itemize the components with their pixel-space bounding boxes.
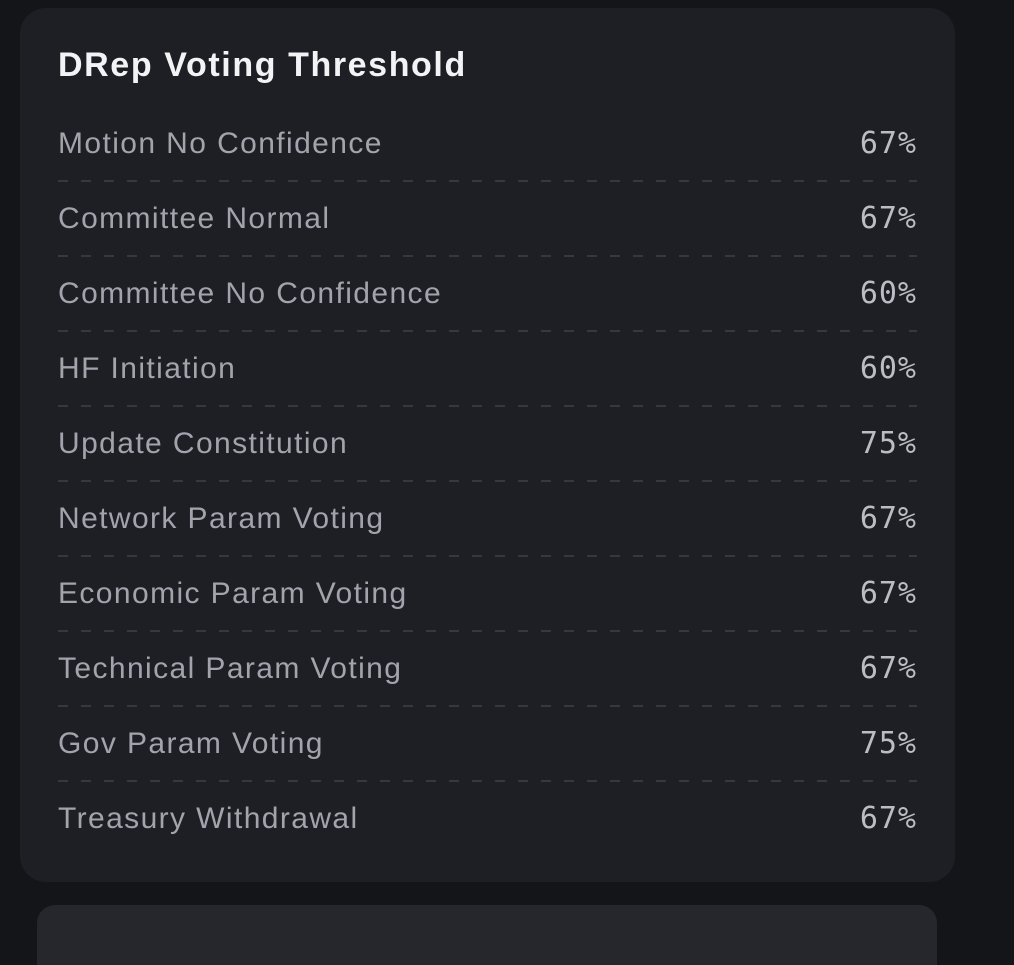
table-row: Technical Param Voting 67% <box>58 630 917 706</box>
row-value: 67% <box>859 201 917 236</box>
table-row: Committee Normal 67% <box>58 180 917 256</box>
row-label: Committee Normal <box>58 201 331 235</box>
next-card-partial <box>37 905 937 965</box>
row-label: Economic Param Voting <box>58 576 408 610</box>
row-value: 67% <box>859 651 917 686</box>
row-value: 60% <box>859 276 917 311</box>
table-row: HF Initiation 60% <box>58 330 917 406</box>
table-row: Update Constitution 75% <box>58 405 917 481</box>
table-row: Treasury Withdrawal 67% <box>58 780 917 856</box>
row-value: 67% <box>859 801 917 836</box>
drep-voting-threshold-card: DRep Voting Threshold Motion No Confiden… <box>20 8 955 882</box>
row-label: Gov Param Voting <box>58 726 324 760</box>
row-value: 60% <box>859 351 917 386</box>
table-row: Motion No Confidence 67% <box>58 106 917 181</box>
row-label: Committee No Confidence <box>58 276 443 310</box>
row-label: HF Initiation <box>58 351 237 385</box>
row-value: 67% <box>859 501 917 536</box>
row-value: 67% <box>859 576 917 611</box>
row-label: Network Param Voting <box>58 501 385 535</box>
row-label: Treasury Withdrawal <box>58 801 359 835</box>
row-label: Technical Param Voting <box>58 651 403 685</box>
table-row: Network Param Voting 67% <box>58 480 917 556</box>
row-value: 75% <box>859 426 917 461</box>
table-row: Gov Param Voting 75% <box>58 705 917 781</box>
row-label: Update Constitution <box>58 426 349 460</box>
threshold-rows: Motion No Confidence 67% Committee Norma… <box>58 106 917 856</box>
table-row: Committee No Confidence 60% <box>58 255 917 331</box>
table-row: Economic Param Voting 67% <box>58 555 917 631</box>
card-title: DRep Voting Threshold <box>58 46 467 84</box>
row-value: 75% <box>859 726 917 761</box>
row-value: 67% <box>859 126 917 161</box>
row-label: Motion No Confidence <box>58 126 383 160</box>
